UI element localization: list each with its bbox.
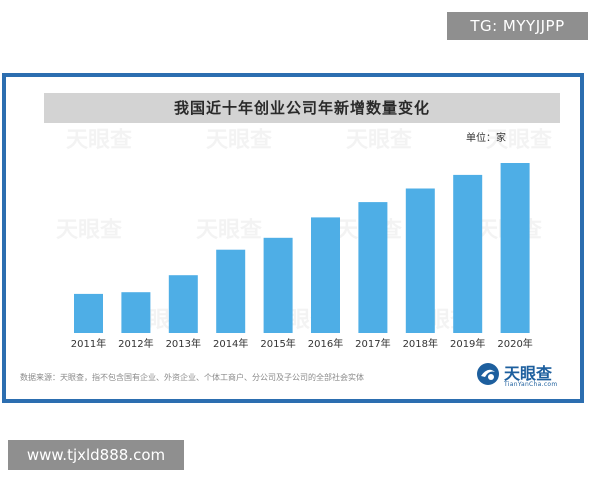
bar-4 <box>263 237 293 333</box>
x-tick-group: 2011年 2012年 2013年 2014年 2015年 2016年 2017年 2018年… <box>71 337 533 350</box>
x-tick-label: 2011年 <box>71 337 106 350</box>
bar-0 <box>74 293 103 333</box>
x-tick-label: 2018年 <box>403 337 438 350</box>
brand-logo: 天眼查 TianYanCha.com <box>476 360 568 396</box>
watermark-text: 天眼查 <box>486 128 552 153</box>
bar-chart: 天眼查天眼查天眼查天眼查天眼查天眼查天眼查天眼查天眼查天眼查天眼查 2011年2… <box>56 128 552 350</box>
bar-1 <box>121 292 151 333</box>
chart-frame: 我国近十年创业公司年新增数量变化 单位：家 天眼查天眼查天眼查天眼查天眼查天眼查… <box>2 73 584 403</box>
bar-6 <box>358 202 388 333</box>
unit-label: 单位：家 <box>466 133 506 144</box>
bar-7 <box>405 188 435 333</box>
bar-group <box>74 163 530 333</box>
tianyancha-logo-icon <box>477 363 499 385</box>
watermark-text: 天眼查 <box>66 128 132 153</box>
source-note: 数据来源：天眼查，指不包含国有企业、外资企业、个体工商户、分公司及子公司的全部社… <box>20 373 364 382</box>
watermark-text: 天眼查 <box>206 128 272 153</box>
bar-2 <box>168 275 198 333</box>
brand-name: 天眼查 <box>504 364 553 383</box>
bar-3 <box>216 249 246 333</box>
x-tick-label: 2013年 <box>166 337 201 350</box>
watermark-text: 天眼查 <box>346 128 412 153</box>
x-tick-label: 2012年 <box>118 337 153 350</box>
x-tick-label: 2017年 <box>355 337 390 350</box>
bar-5 <box>311 217 340 333</box>
x-tick-label: 2020年 <box>497 337 532 350</box>
top-tag: TG: MYYJJPP <box>447 12 588 40</box>
brand-url: TianYanCha.com <box>504 381 558 388</box>
x-tick-label: 2019年 <box>450 337 485 350</box>
bar-8 <box>453 174 483 333</box>
watermark-text: 天眼查 <box>196 218 262 243</box>
chart-title: 我国近十年创业公司年新增数量变化 <box>44 93 560 123</box>
x-tick-label: 2016年 <box>308 337 343 350</box>
bar-9 <box>500 163 530 333</box>
watermark-text: 天眼查 <box>56 218 122 243</box>
x-tick-label: 2015年 <box>260 337 295 350</box>
x-tick-label: 2014年 <box>213 337 248 350</box>
bottom-tag: www.tjxld888.com <box>8 440 184 470</box>
